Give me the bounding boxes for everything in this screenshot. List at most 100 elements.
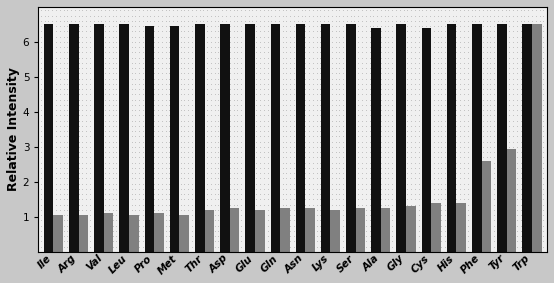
Point bbox=[342, 171, 351, 175]
Point bbox=[550, 8, 554, 13]
Point bbox=[116, 61, 125, 65]
Point bbox=[452, 192, 461, 196]
Point bbox=[403, 207, 412, 212]
Point bbox=[444, 229, 453, 233]
Point bbox=[282, 155, 291, 160]
Point bbox=[524, 166, 532, 170]
Point bbox=[535, 8, 544, 13]
Point bbox=[263, 97, 272, 102]
Point bbox=[70, 176, 79, 181]
Point bbox=[229, 124, 238, 128]
Point bbox=[172, 129, 181, 133]
Point bbox=[252, 250, 260, 254]
Point bbox=[222, 181, 230, 186]
Point bbox=[531, 124, 540, 128]
Point bbox=[425, 76, 434, 81]
Point bbox=[396, 3, 404, 7]
Point bbox=[37, 181, 45, 186]
Point bbox=[286, 213, 295, 217]
Point bbox=[286, 66, 295, 70]
Point bbox=[150, 82, 158, 86]
Point bbox=[467, 229, 476, 233]
Point bbox=[531, 82, 540, 86]
Point bbox=[78, 3, 87, 7]
Point bbox=[369, 108, 378, 112]
Point bbox=[407, 155, 416, 160]
Point bbox=[240, 66, 249, 70]
Point bbox=[338, 118, 347, 123]
Point bbox=[414, 113, 423, 118]
Point bbox=[516, 155, 525, 160]
Point bbox=[131, 118, 140, 123]
Point bbox=[373, 71, 382, 76]
Point bbox=[120, 186, 129, 191]
Point bbox=[384, 244, 393, 249]
Point bbox=[82, 45, 91, 50]
Point bbox=[172, 92, 181, 97]
Point bbox=[509, 113, 517, 118]
Point bbox=[191, 166, 200, 170]
Point bbox=[267, 234, 276, 238]
Point bbox=[293, 129, 302, 133]
Point bbox=[392, 155, 401, 160]
Point bbox=[396, 197, 404, 201]
Point bbox=[82, 197, 91, 201]
Point bbox=[176, 139, 185, 144]
Point bbox=[501, 218, 510, 222]
Point bbox=[127, 171, 136, 175]
Point bbox=[184, 19, 193, 23]
Point bbox=[286, 181, 295, 186]
Point bbox=[448, 55, 457, 60]
Point bbox=[78, 71, 87, 76]
Point bbox=[305, 213, 314, 217]
Point bbox=[286, 171, 295, 175]
Point bbox=[40, 108, 49, 112]
Point bbox=[479, 55, 488, 60]
Point bbox=[222, 113, 230, 118]
Point bbox=[85, 35, 94, 39]
Point bbox=[191, 229, 200, 233]
Point bbox=[40, 134, 49, 139]
Point bbox=[180, 223, 189, 228]
Point bbox=[48, 3, 57, 7]
Point bbox=[157, 239, 166, 244]
Point bbox=[37, 19, 45, 23]
Point bbox=[440, 134, 449, 139]
Point bbox=[70, 8, 79, 13]
Point bbox=[509, 118, 517, 123]
Point bbox=[542, 145, 551, 149]
Point bbox=[153, 129, 162, 133]
Point bbox=[210, 97, 219, 102]
Point bbox=[327, 229, 336, 233]
Point bbox=[407, 103, 416, 107]
Point bbox=[320, 76, 329, 81]
Point bbox=[433, 82, 442, 86]
Point bbox=[85, 71, 94, 76]
Point bbox=[335, 19, 343, 23]
Point bbox=[168, 92, 177, 97]
Point bbox=[422, 66, 430, 70]
Point bbox=[278, 3, 287, 7]
Point bbox=[350, 171, 359, 175]
Point bbox=[157, 134, 166, 139]
Point bbox=[199, 186, 208, 191]
Point bbox=[471, 19, 480, 23]
Point bbox=[207, 244, 216, 249]
Point bbox=[150, 213, 158, 217]
Point bbox=[252, 97, 260, 102]
Point bbox=[85, 207, 94, 212]
Point bbox=[388, 160, 397, 165]
Point bbox=[535, 35, 544, 39]
Point bbox=[456, 45, 465, 50]
Point bbox=[516, 150, 525, 154]
Point bbox=[535, 103, 544, 107]
Point bbox=[112, 150, 121, 154]
Point bbox=[78, 50, 87, 55]
Bar bbox=[472, 24, 481, 252]
Point bbox=[535, 192, 544, 196]
Point bbox=[342, 229, 351, 233]
Point bbox=[244, 155, 253, 160]
Point bbox=[520, 197, 529, 201]
Point bbox=[531, 129, 540, 133]
Point bbox=[112, 134, 121, 139]
